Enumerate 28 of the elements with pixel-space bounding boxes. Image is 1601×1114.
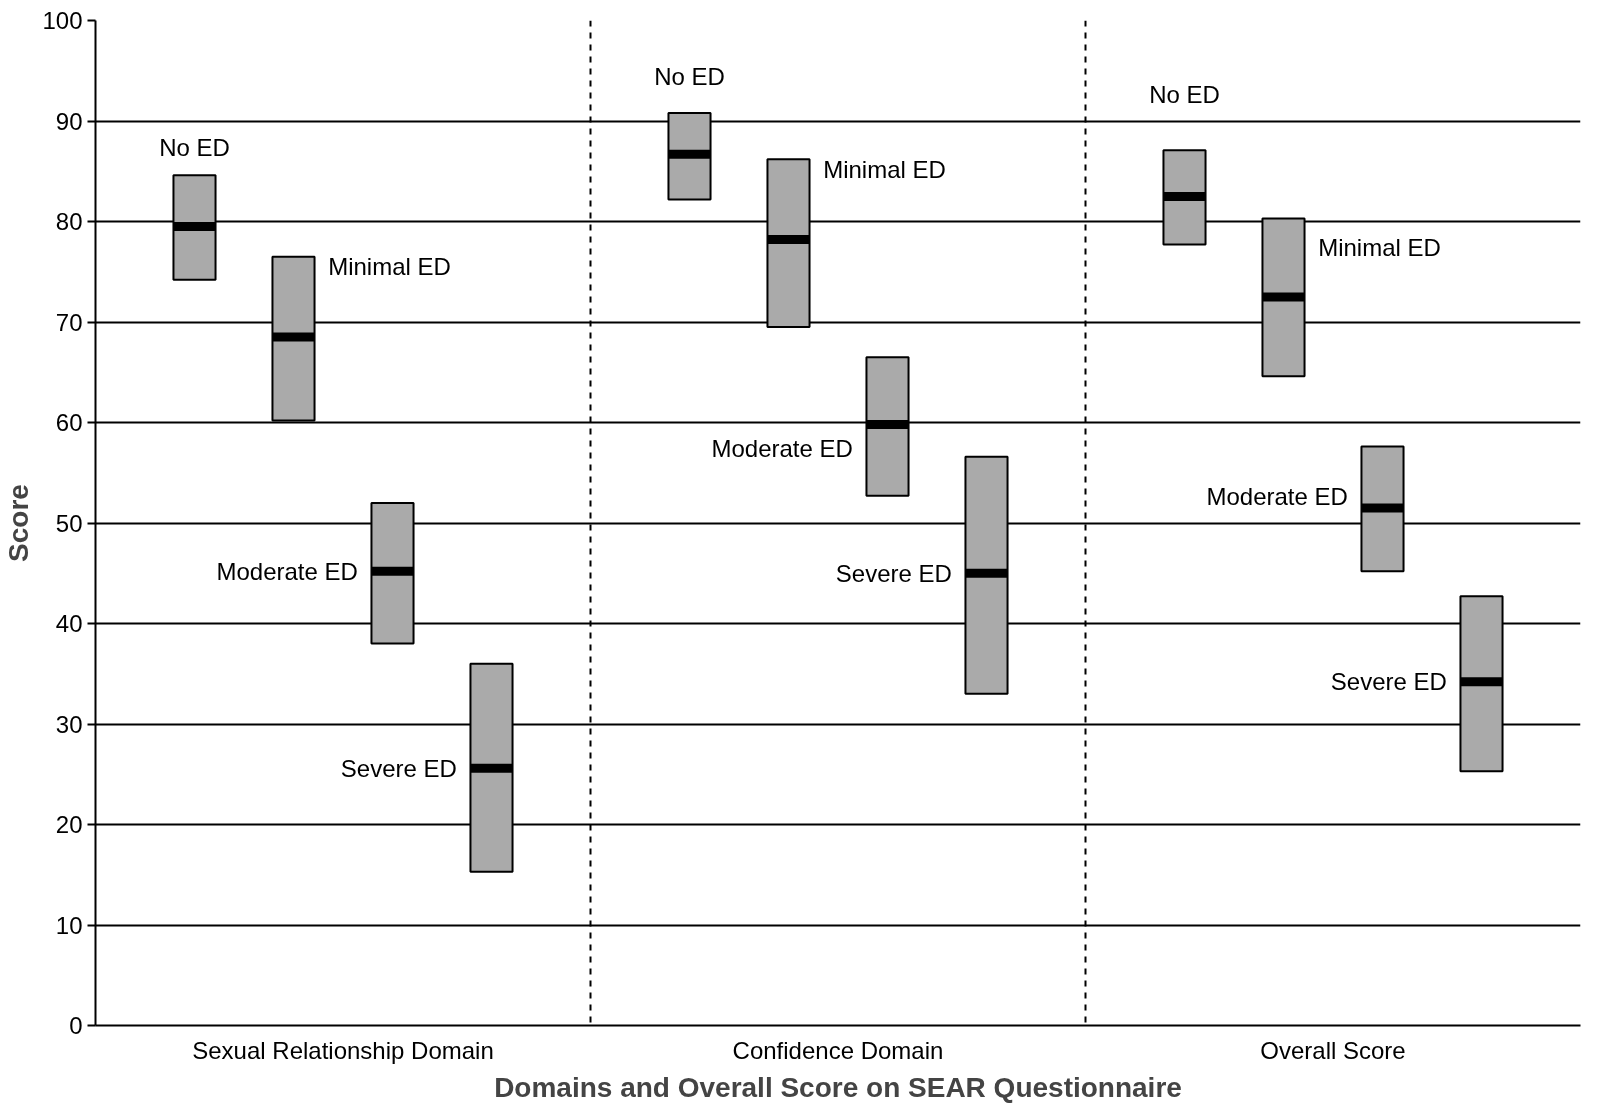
y-tick-label: 60	[55, 409, 83, 436]
y-tick-label: 90	[55, 107, 83, 135]
x-tick-label: Confidence Domain	[732, 1036, 944, 1064]
y-tick-label: 20	[55, 811, 83, 838]
y-tick-label: 10	[55, 911, 83, 939]
y-axis-title: Score	[3, 484, 35, 562]
y-tick-label: 70	[55, 308, 83, 336]
x-tick-label: Overall Score	[1260, 1036, 1406, 1064]
x-tick-label: Sexual Relationship Domain	[192, 1036, 494, 1064]
y-tick-label: 50	[55, 509, 83, 537]
text: Minimal ED	[1318, 234, 1441, 262]
series-label: Moderate ED	[216, 557, 358, 585]
series-label: Minimal ED	[328, 253, 451, 281]
text: Minimal ED	[823, 155, 946, 183]
x-axis-title: Domains and Overall Score on SEAR Questionnaire	[494, 1071, 1182, 1103]
text: No ED	[654, 63, 725, 91]
y-tick-label: 80	[55, 208, 83, 235]
text: Moderate ED	[1206, 483, 1348, 511]
text: Severe ED	[835, 559, 952, 587]
y-tick-label: 100	[42, 7, 83, 34]
series-label: Severe ED	[340, 754, 457, 782]
text: Moderate ED	[711, 435, 853, 463]
series-label: No ED	[159, 133, 230, 161]
y-tick-label: 30	[55, 710, 83, 738]
text: No ED	[1149, 81, 1220, 109]
text: Severe ED	[1330, 668, 1447, 696]
y-tick-label: 0	[69, 1012, 83, 1039]
y-tick-label: 40	[55, 610, 83, 637]
